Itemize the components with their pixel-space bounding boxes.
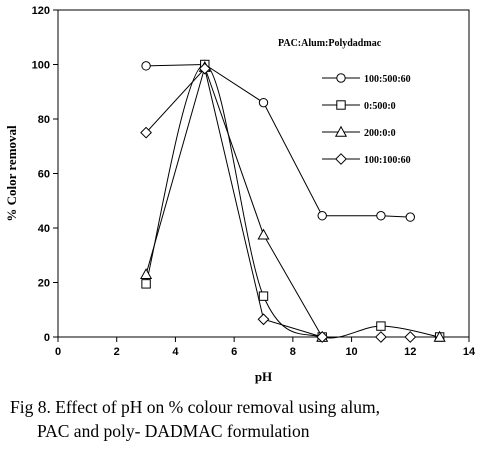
y-tick-label: 80 <box>38 114 50 126</box>
y-tick-label: 100 <box>32 60 50 72</box>
series-circle <box>141 59 415 222</box>
legend-item: 200:0:0 <box>322 125 396 139</box>
legend-marker-circle <box>336 73 346 83</box>
legend-label: 100:500:60 <box>364 74 411 85</box>
data-point-square <box>141 279 151 289</box>
data-point-square <box>258 291 269 301</box>
legend-item: 100:500:60 <box>322 73 411 85</box>
series-square <box>141 59 445 342</box>
data-point-diamond <box>198 62 211 75</box>
chart: 0 2 4 6 8 10 12 14 0 20 40 60 80 100 120 100:500:60 0:5… <box>4 5 476 384</box>
data-point-diamond <box>257 313 270 326</box>
caption-line-1: Fig 8. Effect of pH on % colour removal … <box>10 397 381 417</box>
data-point-circle <box>405 212 415 222</box>
x-tick-label: 10 <box>345 346 357 358</box>
data-point-triangle <box>433 330 446 342</box>
x-tick-label: 0 <box>55 346 61 358</box>
axes: 0 2 4 6 8 10 12 14 0 20 40 60 80 100 120 <box>32 5 476 358</box>
legend-item: 100:100:60 <box>322 153 411 166</box>
data-point-square <box>376 321 386 331</box>
legend-label: 0:500:0 <box>364 101 396 112</box>
data-point-diamond <box>375 331 387 343</box>
caption-line-2: PAC and poly- DADMAC formulation <box>37 421 310 441</box>
series-line <box>146 63 411 218</box>
x-tick-label: 4 <box>172 346 179 358</box>
data-point-triangle <box>140 268 153 280</box>
legend-marker-diamond <box>335 153 347 165</box>
series-layer <box>140 59 446 343</box>
y-tick-label: 40 <box>38 223 50 235</box>
x-tick-label: 8 <box>290 346 296 358</box>
data-point-circle <box>376 211 386 221</box>
x-tick-label: 12 <box>404 346 416 358</box>
legend-label: 200:0:0 <box>364 128 396 139</box>
data-point-diamond <box>316 331 329 343</box>
legend-marker-square <box>336 100 346 110</box>
y-tick-label: 60 <box>38 169 50 181</box>
y-tick-label: 0 <box>44 332 50 344</box>
data-point-triangle <box>257 228 270 240</box>
y-tick-label: 20 <box>38 278 50 290</box>
legend-label: 100:100:60 <box>364 155 411 166</box>
series-triangle <box>140 60 446 342</box>
data-point-circle <box>141 61 151 71</box>
plot-frame <box>57 9 470 338</box>
series-diamond <box>140 62 417 343</box>
figure-caption: Fig 8. Effect of pH on % colour removal … <box>0 395 482 443</box>
y-tick-label: 120 <box>32 5 50 17</box>
legend: 100:500:60 0:500:0 200:0:0 100:100:60 <box>322 73 411 166</box>
x-tick-label: 2 <box>114 346 120 358</box>
legend-title: PAC:Alum:Polydadmac <box>278 38 382 49</box>
y-axis-title: % Color removal <box>4 125 19 222</box>
x-tick-label: 14 <box>463 346 476 358</box>
legend-item: 0:500:0 <box>322 100 396 112</box>
data-point-diamond <box>140 126 152 139</box>
legend-marker-triangle <box>334 125 348 137</box>
data-point-circle <box>317 211 327 221</box>
x-tick-label: 6 <box>231 346 237 358</box>
data-point-circle <box>258 97 269 108</box>
data-point-diamond <box>404 331 417 343</box>
x-axis-title: pH <box>255 369 272 384</box>
